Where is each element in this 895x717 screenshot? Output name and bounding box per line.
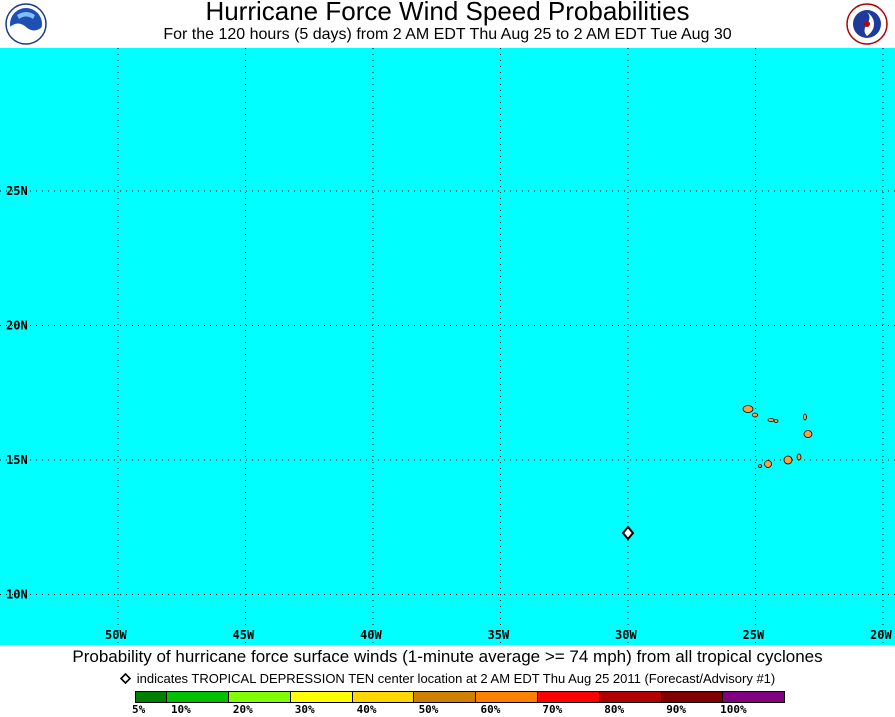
legend-note: indicates TROPICAL DEPRESSION TEN center… <box>0 671 895 686</box>
island-sao-vicente <box>752 412 758 418</box>
island-sao-nicolau <box>773 419 779 423</box>
probability-colorbar <box>135 691 785 703</box>
longitude-label: 50W <box>105 628 127 642</box>
colorbar-label: 50% <box>418 703 439 716</box>
colorbar-label: 90% <box>666 703 687 716</box>
longitude-labels: 50W 45W 40W 35W 30W 25W 20W <box>105 628 892 642</box>
latitude-label: 10N <box>6 588 28 602</box>
caption: Probability of hurricane force surface w… <box>72 647 823 666</box>
storm-center-marker <box>621 525 635 541</box>
island-fogo <box>764 460 772 468</box>
colorbar-segment <box>136 692 168 702</box>
colorbar-label: 80% <box>604 703 625 716</box>
map-background <box>0 48 895 645</box>
colorbar-label: 40% <box>356 703 377 716</box>
latitude-label: 15N <box>6 453 28 467</box>
colorbar-segment <box>661 692 724 702</box>
longitude-label: 40W <box>360 628 382 642</box>
colorbar-segment <box>723 692 785 702</box>
longitude-label: 30W <box>615 628 637 642</box>
colorbar-label: 5% <box>132 703 146 716</box>
diamond-icon <box>119 672 131 685</box>
longitude-label: 35W <box>488 628 510 642</box>
colorbar-segment <box>167 692 230 702</box>
latitude-label: 25N <box>6 184 28 198</box>
island-brava <box>758 464 762 468</box>
latitude-label: 20N <box>6 319 28 333</box>
colorbar-segment <box>599 692 662 702</box>
colorbar-label: 60% <box>480 703 501 716</box>
legend-note-text: indicates TROPICAL DEPRESSION TEN center… <box>136 671 776 686</box>
island-boa-vista <box>803 430 813 438</box>
latitude-labels: 25N 20N 15N 10N <box>6 184 28 602</box>
colorbar-segment <box>229 692 291 702</box>
longitude-label: 45W <box>233 628 255 642</box>
cape-verde-islands <box>742 405 813 468</box>
colorbar-label: 10% <box>170 703 191 716</box>
colorbar-label: 30% <box>294 703 315 716</box>
map: 50W 45W 40W 35W 30W 25W 20W 25N 20N 15N 10N <box>0 48 895 645</box>
longitude-label: 25W <box>743 628 765 642</box>
colorbar-segment <box>414 692 477 702</box>
page-title: Hurricane Force Wind Speed Probabilities <box>205 0 690 26</box>
page-subtitle: For the 120 hours (5 days) from 2 AM EDT… <box>163 26 732 43</box>
noaa-logo <box>5 3 47 45</box>
nws-logo <box>846 3 888 45</box>
colorbar-label: 70% <box>542 703 563 716</box>
diamond-icon <box>621 525 635 541</box>
colorbar-label: 100% <box>720 703 747 716</box>
colorbar-label: 20% <box>232 703 253 716</box>
island-santa-luzia <box>767 418 775 422</box>
header: Hurricane Force Wind Speed Probabilities… <box>0 0 895 48</box>
colorbar-labels: 5% 10% 20% 30% 40% 50% 60% 70% 80% 90% 100% <box>0 703 895 717</box>
longitude-label: 20W <box>870 628 892 642</box>
island-maio <box>796 453 802 461</box>
colorbar-segment <box>476 692 538 702</box>
colorbar-segment <box>537 692 600 702</box>
colorbar-segment <box>352 692 415 702</box>
island-sal <box>803 413 807 421</box>
colorbar-segment <box>290 692 353 702</box>
island-santiago <box>783 455 793 465</box>
island-santo-antao <box>742 405 754 413</box>
